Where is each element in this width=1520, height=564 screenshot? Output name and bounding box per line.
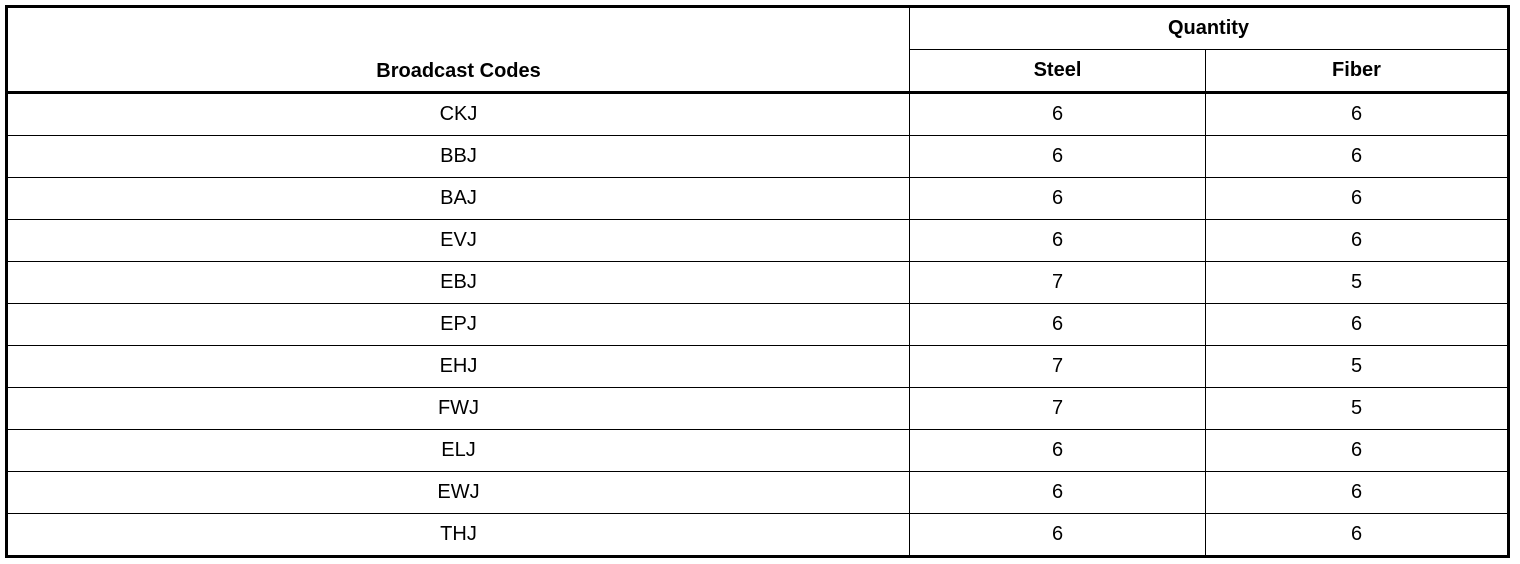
cell-steel: 6 <box>909 135 1206 178</box>
cell-fiber: 6 <box>1205 135 1509 178</box>
cell-fiber: 5 <box>1205 261 1509 304</box>
table-row: CKJ 6 6 <box>6 92 1509 136</box>
cell-code: THJ <box>6 513 910 557</box>
cell-code: EWJ <box>6 471 910 514</box>
header-fiber: Fiber <box>1205 49 1509 94</box>
cell-code: FWJ <box>6 387 910 430</box>
header-broadcast-codes: Broadcast Codes <box>6 6 910 94</box>
cell-code: EVJ <box>6 219 910 262</box>
table-row: BBJ 6 6 <box>6 135 1509 178</box>
cell-fiber: 6 <box>1205 471 1509 514</box>
cell-fiber: 6 <box>1205 177 1509 220</box>
header-quantity: Quantity <box>909 6 1509 50</box>
table-row: BAJ 6 6 <box>6 177 1509 220</box>
table-row: EPJ 6 6 <box>6 303 1509 346</box>
cell-steel: 7 <box>909 345 1206 388</box>
cell-steel: 7 <box>909 261 1206 304</box>
table-row: EWJ 6 6 <box>6 471 1509 514</box>
table-row: FWJ 7 5 <box>6 387 1509 430</box>
cell-steel: 6 <box>909 471 1206 514</box>
table-row: EHJ 7 5 <box>6 345 1509 388</box>
cell-code: EPJ <box>6 303 910 346</box>
cell-steel: 7 <box>909 387 1206 430</box>
table-row: ELJ 6 6 <box>6 429 1509 472</box>
cell-fiber: 5 <box>1205 345 1509 388</box>
cell-fiber: 6 <box>1205 303 1509 346</box>
cell-code: EHJ <box>6 345 910 388</box>
cell-steel: 6 <box>909 177 1206 220</box>
cell-code: ELJ <box>6 429 910 472</box>
cell-fiber: 6 <box>1205 219 1509 262</box>
table-row: THJ 6 6 <box>6 513 1509 557</box>
cell-fiber: 6 <box>1205 92 1509 136</box>
cell-steel: 6 <box>909 303 1206 346</box>
broadcast-codes-table: Broadcast Codes Quantity Steel Fiber CKJ… <box>5 5 1510 558</box>
header-steel: Steel <box>909 49 1206 94</box>
cell-steel: 6 <box>909 92 1206 136</box>
header-row: Broadcast Codes Quantity <box>6 6 1509 94</box>
subheader-row: Steel Fiber <box>7 49 1509 94</box>
cell-code: CKJ <box>6 92 910 136</box>
cell-fiber: 5 <box>1205 387 1509 430</box>
cell-steel: 6 <box>909 513 1206 557</box>
cell-code: BBJ <box>6 135 910 178</box>
cell-code: EBJ <box>6 261 910 304</box>
table-row: EBJ 7 5 <box>6 261 1509 304</box>
cell-fiber: 6 <box>1205 513 1509 557</box>
cell-fiber: 6 <box>1205 429 1509 472</box>
cell-steel: 6 <box>909 429 1206 472</box>
table-row: EVJ 6 6 <box>6 219 1509 262</box>
cell-steel: 6 <box>909 219 1206 262</box>
cell-code: BAJ <box>6 177 910 220</box>
